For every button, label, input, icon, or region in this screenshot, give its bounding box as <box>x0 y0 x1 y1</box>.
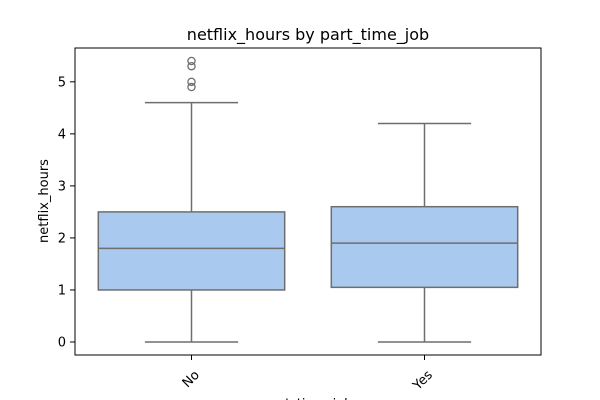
x-axis-label: part_time_job <box>264 397 353 400</box>
y-tick-label: 2 <box>58 231 66 246</box>
iqr-box <box>330 205 519 289</box>
x-tick-label: Yes <box>410 368 436 394</box>
y-tick-label: 1 <box>58 283 66 298</box>
y-axis-label: netflix_hours <box>37 159 52 243</box>
chart-title: netflix_hours by part_time_job <box>187 25 429 45</box>
plot-area <box>74 47 542 356</box>
y-tick-label: 5 <box>58 75 66 90</box>
x-tick-label: No <box>180 368 203 391</box>
box-group-no <box>97 56 286 343</box>
box-group-yes <box>330 122 519 343</box>
y-tick-label: 4 <box>58 127 66 142</box>
outlier-point <box>187 56 196 66</box>
iqr-box <box>97 211 286 291</box>
boxes-layer <box>97 56 519 343</box>
outlier-point <box>187 82 196 92</box>
y-tick-label: 3 <box>58 179 66 194</box>
y-axis: 0 1 2 3 4 5 <box>58 75 75 350</box>
x-axis: No Yes <box>180 355 436 394</box>
outlier-point <box>187 61 196 71</box>
plot-frame <box>74 47 542 356</box>
y-tick-label: 0 <box>58 335 66 350</box>
outlier-point <box>187 77 196 87</box>
